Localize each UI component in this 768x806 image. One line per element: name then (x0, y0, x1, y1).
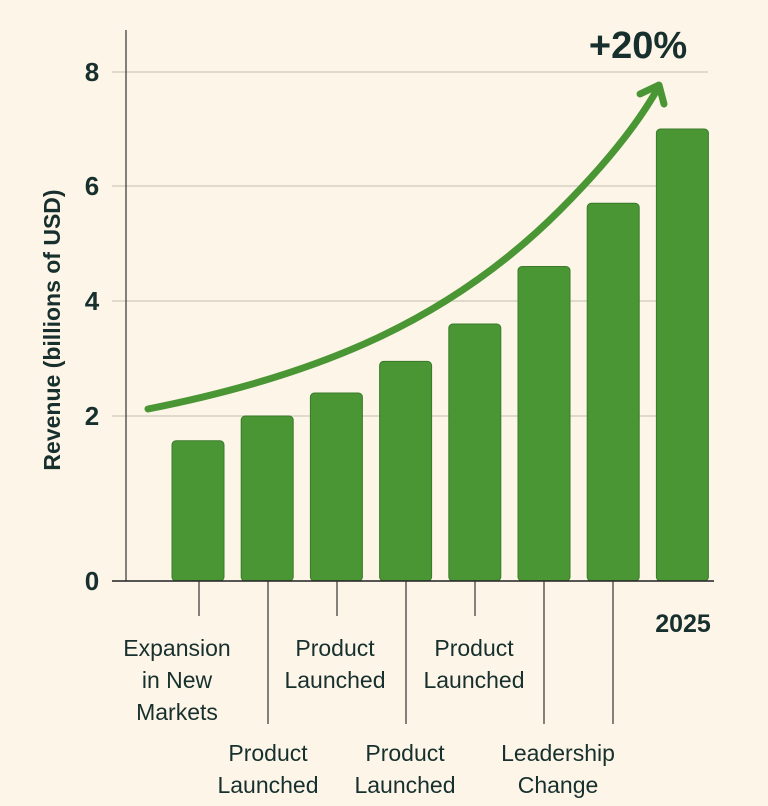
x-category-label-line: Markets (136, 699, 218, 725)
x-category-label-line: Launched (423, 667, 524, 693)
y-tick-label: 6 (85, 171, 99, 201)
bar (240, 415, 294, 582)
bars (171, 128, 709, 582)
x-category-label: Product Launched (284, 635, 385, 693)
bar (586, 202, 640, 582)
x-category-label-line: Product (365, 740, 445, 766)
x-category-label: Expansion in New Markets (123, 635, 230, 725)
x-category-label: Leadership Change (501, 740, 615, 798)
bar (379, 360, 433, 582)
x-category-label-line: in New (142, 667, 213, 693)
bar (448, 323, 502, 582)
bar (309, 392, 363, 582)
x-ticks (198, 581, 614, 724)
x-category-label-line: Launched (354, 772, 455, 798)
x-category-label: Product Launched (354, 740, 455, 798)
x-category-label-line: Expansion (123, 635, 230, 661)
y-tick-label: 0 (85, 566, 99, 596)
bar (171, 440, 225, 582)
y-tick-labels: 0 2 4 6 8 (85, 57, 100, 596)
x-category-label-line: Leadership (501, 740, 615, 766)
x-category-label-line: Launched (217, 772, 318, 798)
y-tick-label: 8 (85, 57, 99, 87)
bar (655, 128, 709, 582)
x-category-label-line: Change (518, 772, 599, 798)
x-category-label-line: Product (295, 635, 375, 661)
growth-annotation: +20% (589, 25, 687, 67)
y-axis-label: Revenue (billions of USD) (39, 189, 65, 470)
x-category-label-line: 2025 (655, 610, 711, 638)
x-category-label: 2025 (655, 610, 711, 638)
x-category-label-line: Product (228, 740, 308, 766)
trend-arrow-head (636, 81, 668, 108)
x-category-label-line: Launched (284, 667, 385, 693)
x-category-label: Product Launched (217, 740, 318, 798)
y-tick-label: 2 (85, 401, 99, 431)
bar (517, 266, 571, 582)
trend-arrow (144, 81, 668, 413)
x-category-label-line: Product (434, 635, 514, 661)
trend-arrow-curve (144, 84, 662, 413)
y-tick-label: 4 (85, 286, 100, 316)
x-category-label: Product Launched (423, 635, 524, 693)
